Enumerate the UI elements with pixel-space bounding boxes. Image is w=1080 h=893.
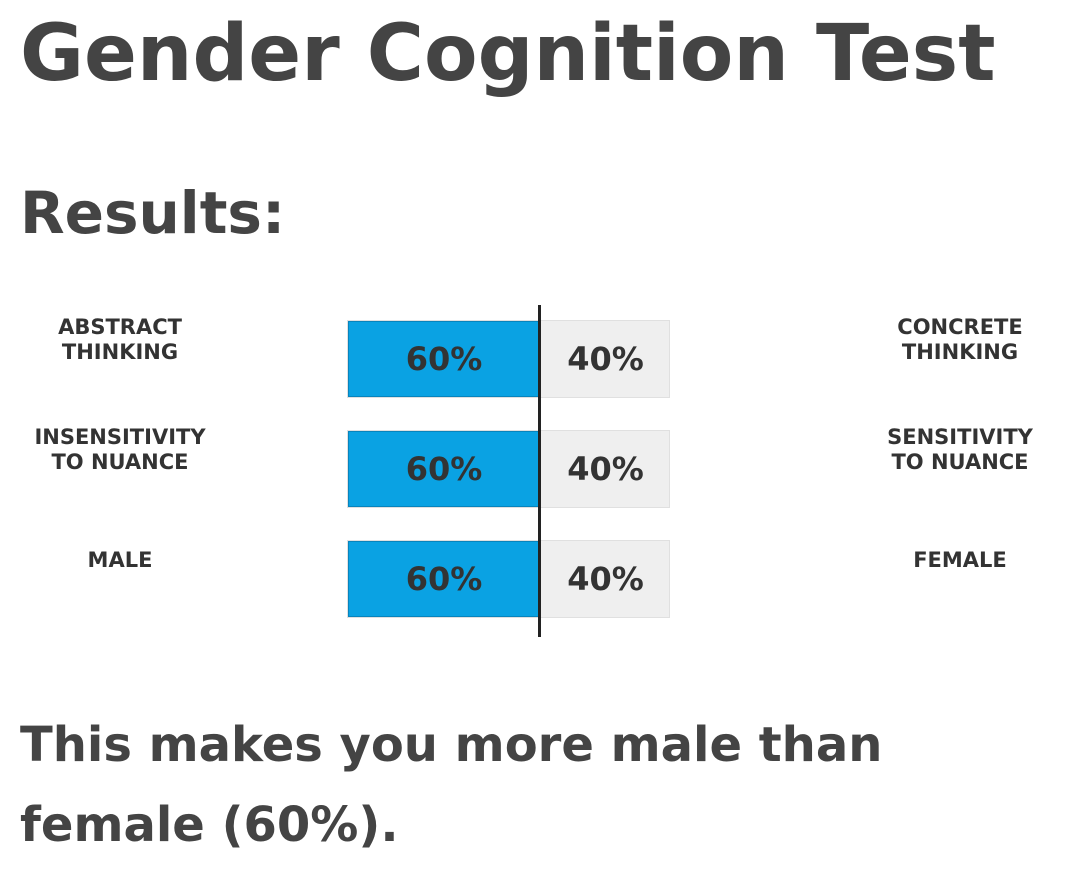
right-trait-label-text: FEMALE [913, 547, 1007, 572]
bar-track: 60% 40% [347, 320, 670, 398]
left-trait-label: MALE [0, 520, 240, 600]
right-trait-label-text: CONCRETE THINKING [897, 315, 1023, 364]
result-conclusion: This makes you more male than female (60… [20, 717, 883, 853]
right-percentage: 40% [567, 450, 644, 488]
results-heading: Results: [20, 179, 286, 247]
left-percentage: 60% [405, 340, 483, 378]
results-chart: ABSTRACT THINKING 60% 40% CONCRETE THINK… [0, 300, 1080, 640]
bar-track: 60% 40% [347, 540, 670, 618]
right-trait-label: CONCRETE THINKING [840, 300, 1080, 380]
result-row-nuance: INSENSITIVITY TO NUANCE 60% 40% SENSITIV… [0, 410, 1080, 508]
left-percentage: 60% [405, 450, 483, 488]
page-title: Gender Cognition Test [20, 9, 996, 99]
right-percentage: 40% [567, 560, 644, 598]
right-trait-label: FEMALE [840, 520, 1080, 600]
center-divider [538, 305, 541, 637]
right-trait-label: SENSITIVITY TO NUANCE [840, 410, 1080, 490]
bar-fill [348, 431, 541, 507]
right-trait-label-text: SENSITIVITY TO NUANCE [887, 425, 1033, 474]
left-trait-label-text: INSENSITIVITY TO NUANCE [34, 425, 206, 474]
bar-track: 60% 40% [347, 430, 670, 508]
result-row-gender: MALE 60% 40% FEMALE [0, 520, 1080, 618]
left-trait-label-text: ABSTRACT THINKING [58, 315, 182, 364]
left-trait-label: ABSTRACT THINKING [0, 300, 240, 380]
left-trait-label: INSENSITIVITY TO NUANCE [0, 410, 240, 490]
result-row-abstract-concrete: ABSTRACT THINKING 60% 40% CONCRETE THINK… [0, 300, 1080, 398]
left-trait-label-text: MALE [87, 547, 153, 572]
right-percentage: 40% [567, 340, 644, 378]
left-percentage: 60% [405, 560, 483, 598]
